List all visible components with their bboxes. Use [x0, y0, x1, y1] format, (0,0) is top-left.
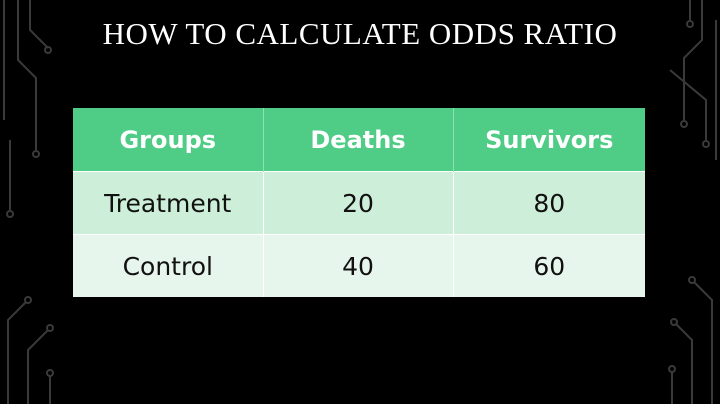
- header-deaths: Deaths: [263, 108, 454, 172]
- header-survivors: Survivors: [453, 108, 645, 172]
- cell-group: Control: [73, 234, 264, 297]
- table-row: Control 40 60: [73, 234, 645, 297]
- table-header-row: Groups Deaths Survivors: [73, 108, 645, 172]
- table-row: Treatment 20 80: [73, 171, 645, 235]
- odds-table: Groups Deaths Survivors Treatment 20 80 …: [73, 108, 645, 297]
- header-groups: Groups: [73, 108, 264, 172]
- cell-survivors: 80: [453, 171, 645, 235]
- cell-deaths: 40: [263, 234, 454, 297]
- cell-survivors: 60: [453, 234, 645, 297]
- cell-group: Treatment: [73, 171, 264, 235]
- slide-title: HOW TO CALCULATE ODDS RATIO: [102, 16, 618, 51]
- cell-deaths: 20: [263, 171, 454, 235]
